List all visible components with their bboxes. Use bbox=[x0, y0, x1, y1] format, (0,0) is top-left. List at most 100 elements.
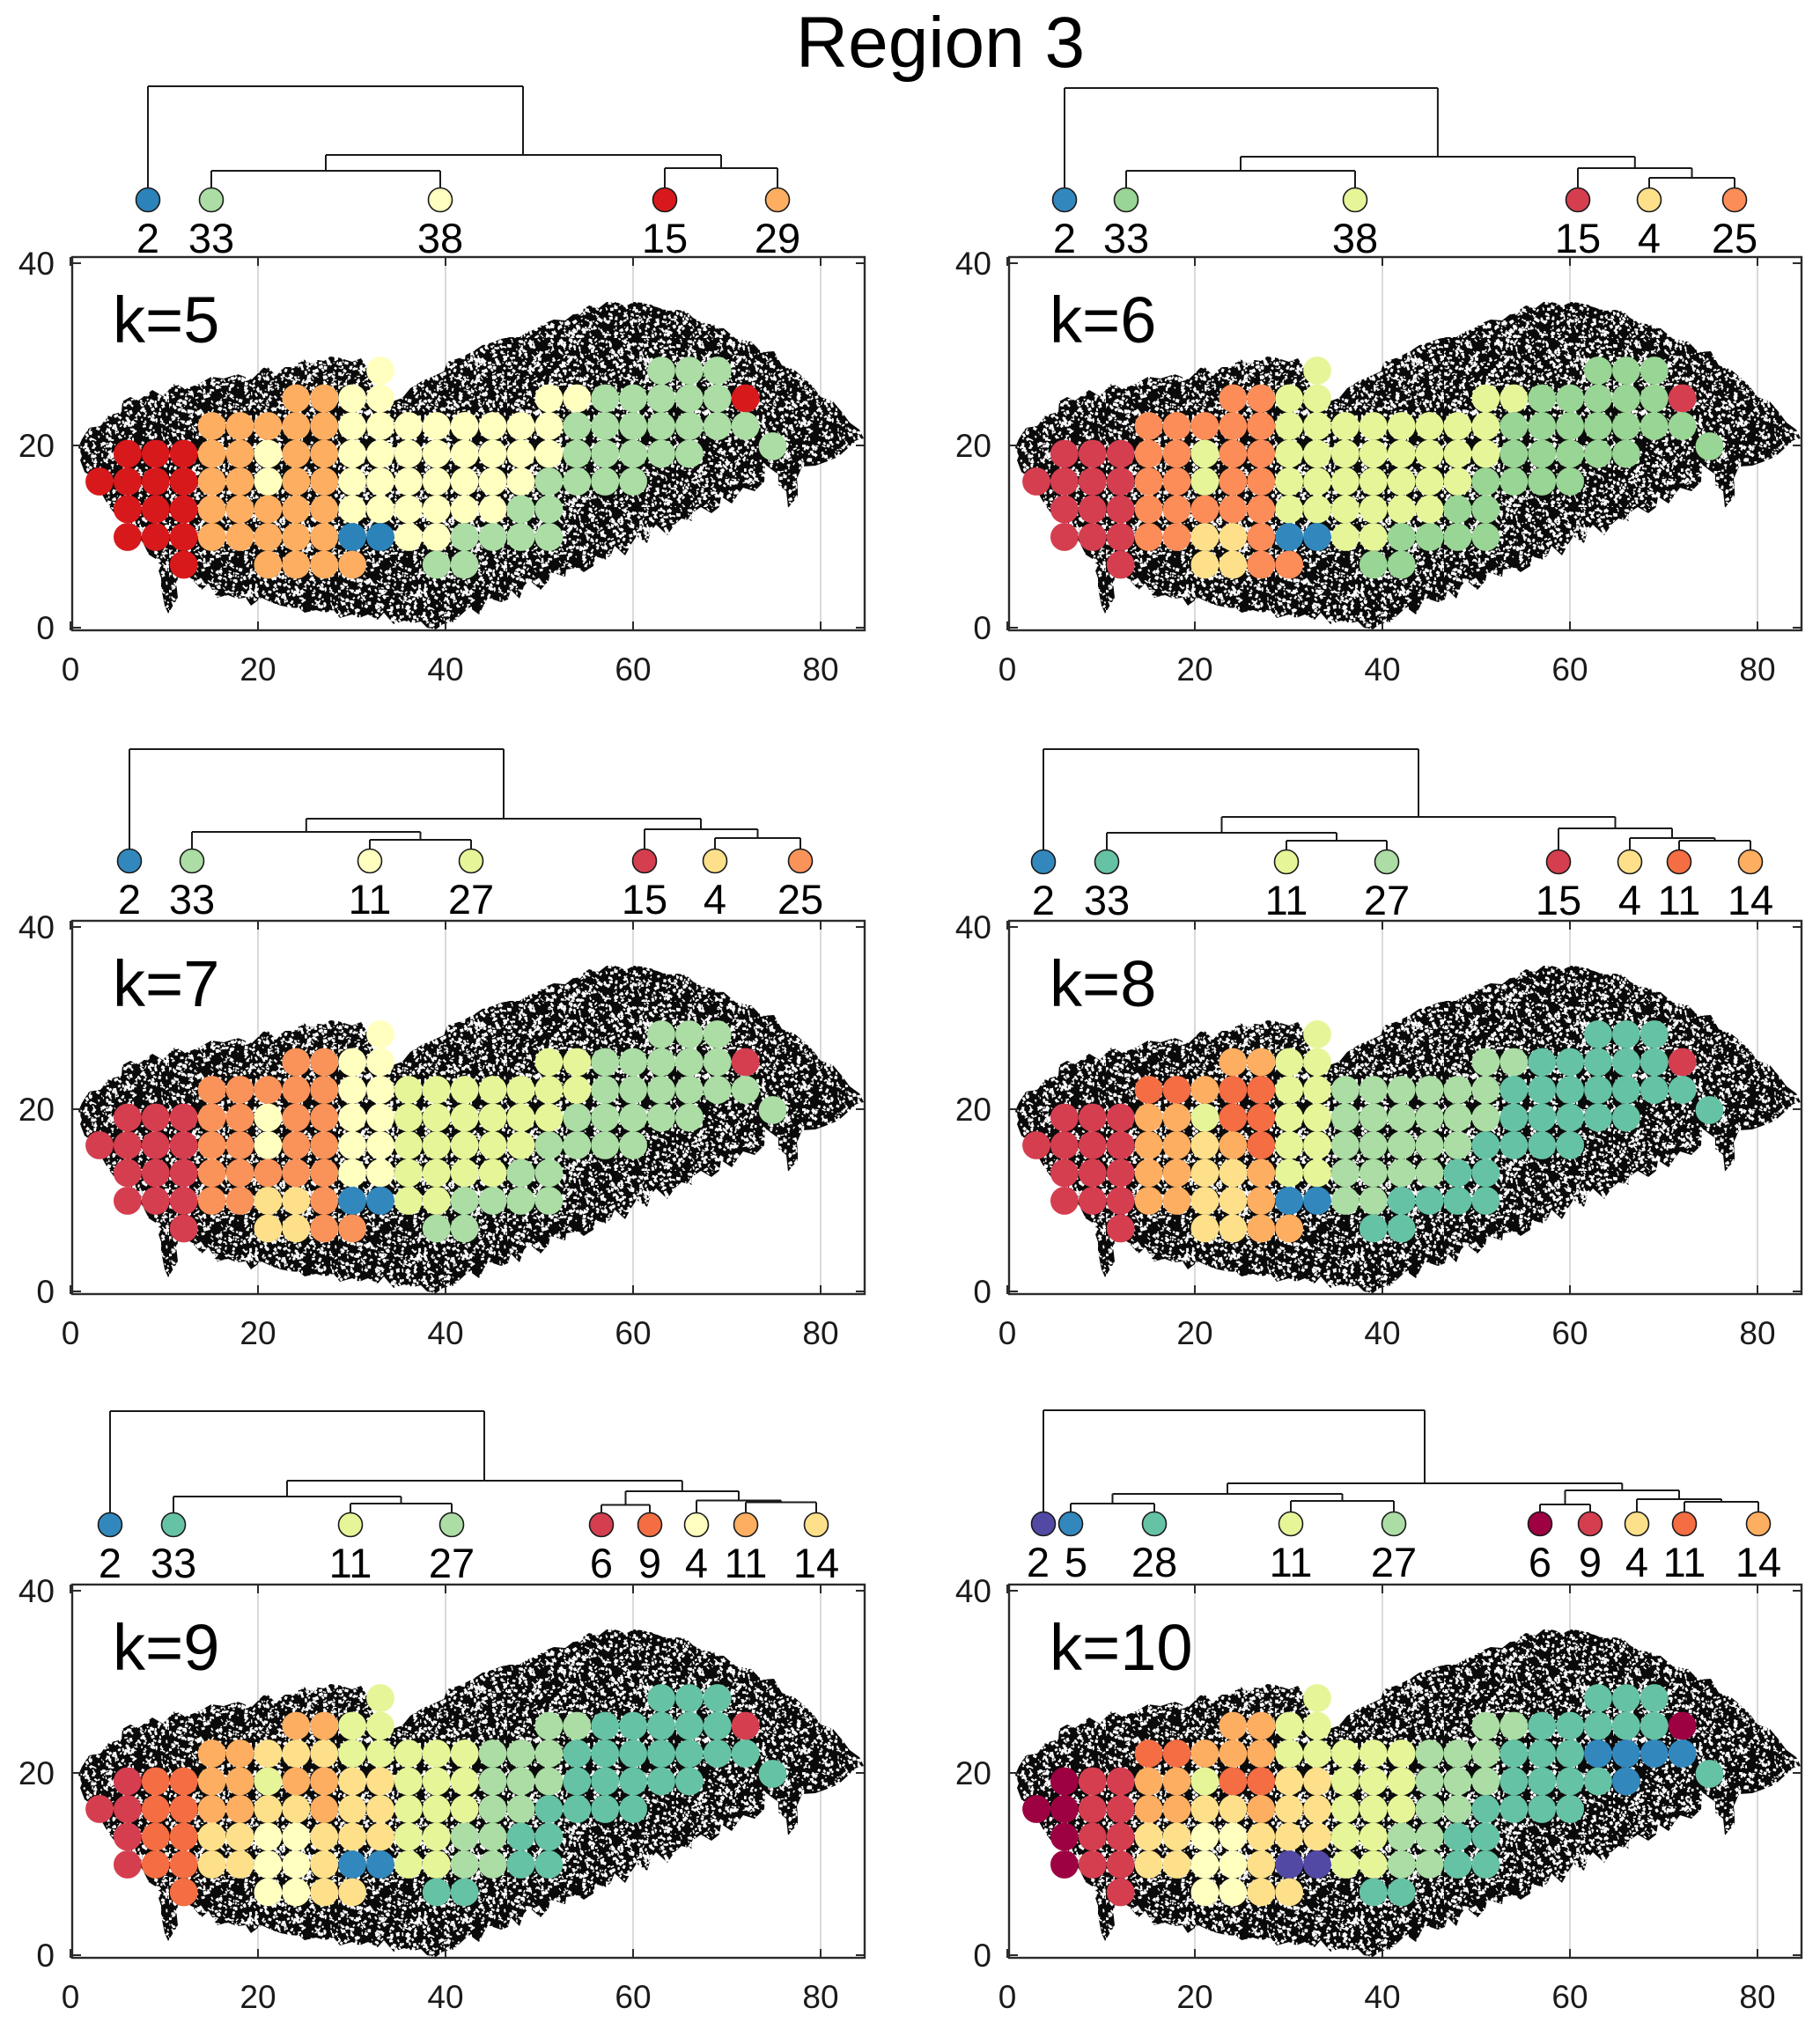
svg-text:9: 9 bbox=[638, 1540, 661, 1586]
svg-text:0: 0 bbox=[973, 1274, 991, 1310]
svg-text:11: 11 bbox=[725, 1540, 768, 1586]
svg-text:20: 20 bbox=[239, 1979, 276, 2015]
svg-text:25: 25 bbox=[1712, 215, 1757, 261]
svg-text:4: 4 bbox=[685, 1540, 708, 1586]
svg-text:29: 29 bbox=[755, 215, 800, 261]
svg-text:40: 40 bbox=[18, 1573, 55, 1609]
svg-text:40: 40 bbox=[427, 651, 463, 688]
svg-text:2: 2 bbox=[1032, 877, 1055, 923]
svg-text:0: 0 bbox=[998, 1315, 1017, 1351]
svg-text:2: 2 bbox=[99, 1540, 122, 1586]
svg-text:27: 27 bbox=[1364, 877, 1410, 923]
svg-text:60: 60 bbox=[615, 1979, 651, 2015]
svg-text:k=5: k=5 bbox=[113, 283, 219, 357]
svg-text:40: 40 bbox=[427, 1315, 463, 1351]
svg-text:14: 14 bbox=[1735, 1539, 1781, 1585]
svg-text:11: 11 bbox=[1265, 877, 1308, 923]
svg-text:60: 60 bbox=[1551, 1979, 1588, 2015]
svg-text:60: 60 bbox=[1551, 651, 1588, 688]
svg-text:60: 60 bbox=[615, 651, 651, 688]
svg-text:80: 80 bbox=[802, 651, 838, 688]
svg-text:40: 40 bbox=[1364, 651, 1400, 688]
svg-text:15: 15 bbox=[1536, 877, 1581, 923]
svg-text:15: 15 bbox=[642, 215, 688, 261]
svg-text:20: 20 bbox=[955, 1092, 991, 1128]
svg-text:20: 20 bbox=[955, 428, 991, 464]
svg-text:2: 2 bbox=[136, 215, 159, 261]
svg-text:4: 4 bbox=[1618, 877, 1641, 923]
svg-text:6: 6 bbox=[1529, 1539, 1551, 1585]
svg-text:20: 20 bbox=[18, 428, 55, 464]
svg-text:20: 20 bbox=[1176, 1315, 1212, 1351]
svg-text:40: 40 bbox=[18, 909, 55, 945]
svg-text:33: 33 bbox=[151, 1540, 196, 1586]
svg-text:80: 80 bbox=[1739, 651, 1775, 688]
svg-text:40: 40 bbox=[18, 246, 55, 282]
svg-text:25: 25 bbox=[777, 876, 823, 923]
svg-text:k=10: k=10 bbox=[1050, 1611, 1193, 1684]
svg-text:2: 2 bbox=[1027, 1539, 1050, 1585]
svg-text:27: 27 bbox=[429, 1540, 475, 1586]
svg-text:11: 11 bbox=[329, 1540, 372, 1586]
svg-text:k=6: k=6 bbox=[1050, 283, 1156, 357]
svg-text:0: 0 bbox=[62, 1315, 80, 1351]
svg-text:33: 33 bbox=[169, 876, 215, 923]
svg-text:20: 20 bbox=[18, 1755, 55, 1791]
svg-text:6: 6 bbox=[590, 1540, 613, 1586]
svg-text:38: 38 bbox=[417, 215, 463, 261]
svg-text:0: 0 bbox=[973, 610, 991, 646]
svg-text:0: 0 bbox=[36, 1274, 55, 1310]
svg-text:0: 0 bbox=[36, 1938, 55, 1974]
svg-text:2: 2 bbox=[1053, 215, 1076, 261]
svg-text:33: 33 bbox=[1084, 877, 1130, 923]
svg-text:11: 11 bbox=[1663, 1539, 1706, 1585]
svg-text:40: 40 bbox=[427, 1979, 463, 2015]
svg-text:0: 0 bbox=[62, 651, 80, 688]
svg-text:11: 11 bbox=[1270, 1539, 1313, 1585]
svg-text:20: 20 bbox=[239, 1315, 276, 1351]
svg-text:80: 80 bbox=[1739, 1315, 1775, 1351]
svg-text:14: 14 bbox=[1728, 877, 1773, 923]
svg-text:20: 20 bbox=[1176, 651, 1212, 688]
svg-text:60: 60 bbox=[1551, 1315, 1588, 1351]
svg-text:28: 28 bbox=[1131, 1539, 1177, 1585]
svg-text:0: 0 bbox=[998, 1979, 1017, 2015]
svg-text:40: 40 bbox=[1364, 1315, 1400, 1351]
svg-text:80: 80 bbox=[802, 1315, 838, 1351]
svg-text:38: 38 bbox=[1332, 215, 1378, 261]
svg-text:0: 0 bbox=[998, 651, 1017, 688]
svg-text:20: 20 bbox=[239, 651, 276, 688]
svg-text:14: 14 bbox=[793, 1540, 839, 1586]
svg-text:80: 80 bbox=[802, 1979, 838, 2015]
svg-text:15: 15 bbox=[1555, 215, 1601, 261]
svg-text:2: 2 bbox=[118, 876, 141, 923]
svg-text:40: 40 bbox=[1364, 1979, 1400, 2015]
svg-text:40: 40 bbox=[955, 1573, 991, 1609]
svg-text:k=8: k=8 bbox=[1050, 947, 1156, 1020]
svg-text:0: 0 bbox=[62, 1979, 80, 2015]
svg-text:4: 4 bbox=[704, 876, 726, 923]
svg-text:0: 0 bbox=[973, 1938, 991, 1974]
svg-text:40: 40 bbox=[955, 246, 991, 282]
svg-text:9: 9 bbox=[1579, 1539, 1602, 1585]
svg-text:27: 27 bbox=[448, 876, 494, 923]
svg-text:5: 5 bbox=[1065, 1539, 1087, 1585]
svg-text:80: 80 bbox=[1739, 1979, 1775, 2015]
svg-text:20: 20 bbox=[955, 1755, 991, 1791]
svg-text:60: 60 bbox=[615, 1315, 651, 1351]
svg-text:0: 0 bbox=[36, 610, 55, 646]
svg-text:k=7: k=7 bbox=[113, 947, 219, 1020]
svg-text:k=9: k=9 bbox=[113, 1611, 219, 1684]
svg-text:40: 40 bbox=[955, 909, 991, 945]
svg-text:33: 33 bbox=[1103, 215, 1149, 261]
svg-text:4: 4 bbox=[1625, 1539, 1648, 1585]
svg-text:11: 11 bbox=[1658, 877, 1701, 923]
svg-text:33: 33 bbox=[188, 215, 234, 261]
svg-text:27: 27 bbox=[1371, 1539, 1417, 1585]
svg-text:4: 4 bbox=[1638, 215, 1661, 261]
svg-text:20: 20 bbox=[18, 1092, 55, 1128]
svg-text:11: 11 bbox=[349, 876, 392, 923]
svg-text:Region 3: Region 3 bbox=[796, 3, 1085, 83]
svg-text:15: 15 bbox=[622, 876, 667, 923]
svg-text:20: 20 bbox=[1176, 1979, 1212, 2015]
